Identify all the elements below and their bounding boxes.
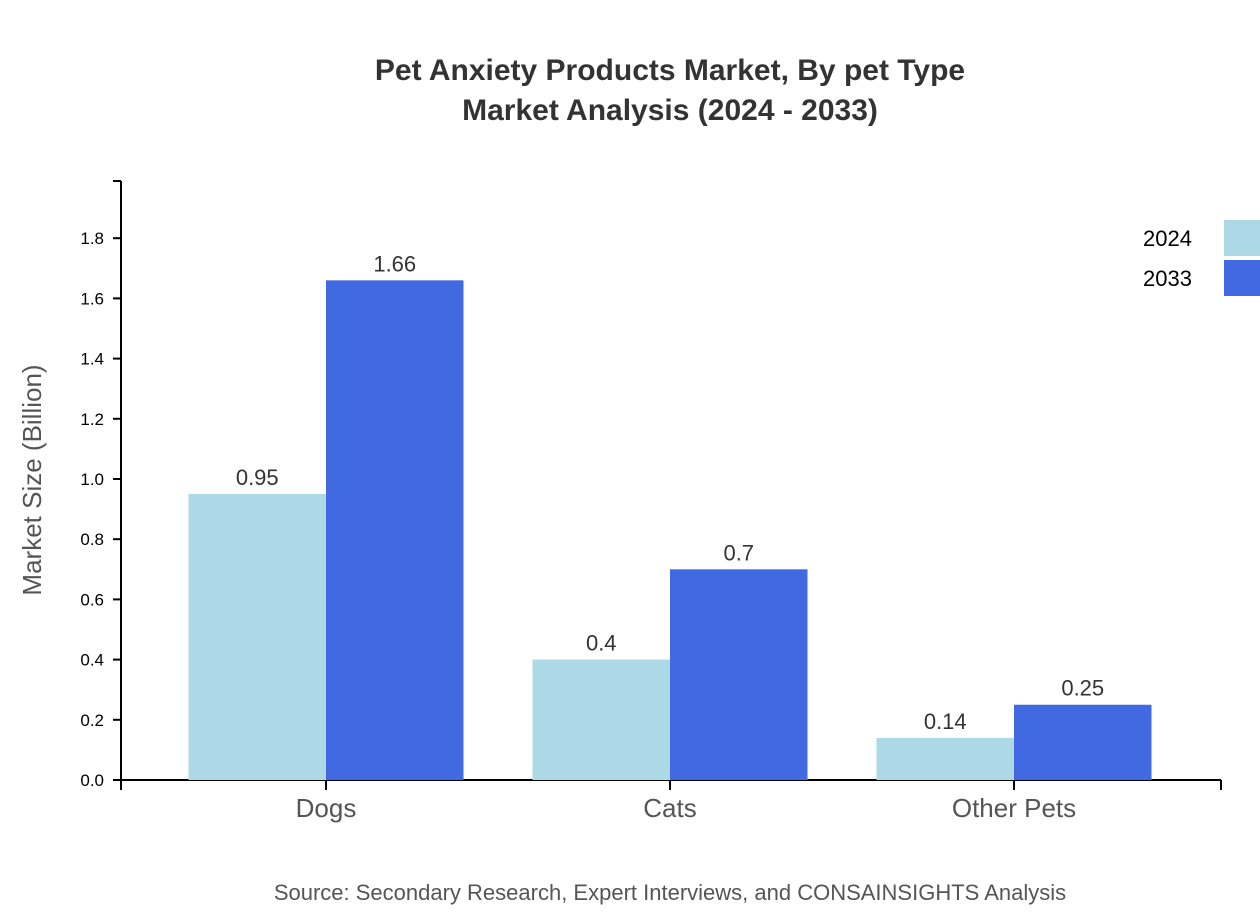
source-note: Source: Secondary Research, Expert Inter… [274,880,1066,905]
y-tick-label: 0.4 [80,651,104,670]
data-label: 1.66 [373,251,416,276]
y-tick-label: 1.0 [80,470,104,489]
data-label: 0.4 [586,631,617,656]
y-tick-label: 1.4 [80,350,104,369]
y-axis-label: Market Size (Billion) [17,364,47,595]
data-label: 0.25 [1061,676,1104,701]
data-label: 0.14 [924,709,967,734]
chart-subtitle: Market Analysis (2024 - 2033) [462,94,878,127]
y-tick-label: 1.8 [80,229,104,248]
bar-2024-other-pets [876,737,1014,780]
y-tick-label: 0.6 [80,590,104,609]
bar-2033-other-pets [1014,704,1152,780]
x-tick-label: Other Pets [952,793,1076,823]
bar-2033-cats [670,569,808,780]
legend-label: 2033 [1143,266,1192,291]
bar-2024-cats [532,659,670,780]
bar-2033-dogs [326,280,464,780]
y-tick-label: 0.8 [80,530,104,549]
y-tick-label: 0.2 [80,711,104,730]
y-tick-label: 1.2 [80,410,104,429]
chart-title: Pet Anxiety Products Market, By pet Type [375,54,965,87]
legend-swatch-2024 [1224,220,1260,256]
legend-label: 2024 [1143,226,1192,251]
y-tick-label: 0.0 [80,771,104,790]
legend-swatch-2033 [1224,260,1260,296]
y-tick-label: 1.6 [80,289,104,308]
data-label: 0.95 [236,465,279,490]
data-label: 0.7 [723,540,754,565]
x-tick-label: Cats [643,793,696,823]
bar-2024-dogs [188,494,326,780]
x-tick-label: Dogs [296,793,357,823]
